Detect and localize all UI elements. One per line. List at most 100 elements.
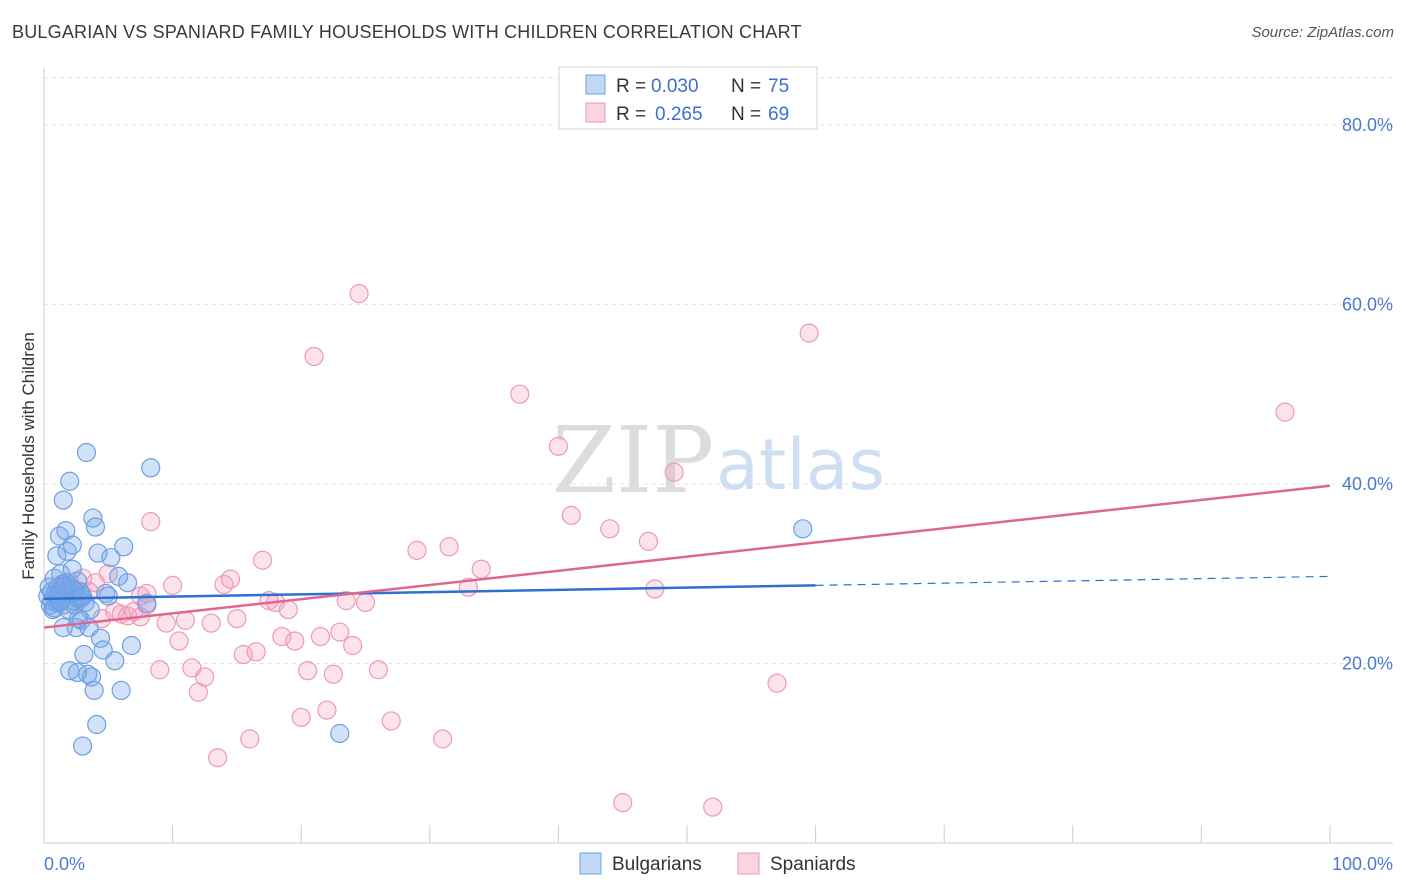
spaniards-points bbox=[53, 284, 1295, 817]
bulgarian-point-47 bbox=[88, 543, 108, 563]
y-tick-labels: 20.0% 40.0% 60.0% 80.0% bbox=[1342, 115, 1393, 674]
bulgarian-point-45 bbox=[85, 517, 106, 537]
spaniard-point-35 bbox=[272, 626, 292, 647]
axes bbox=[43, 68, 1393, 844]
bulgarian-point-53 bbox=[105, 651, 125, 671]
bulgarian-point-64 bbox=[67, 662, 88, 683]
bulgarian-point-46 bbox=[87, 714, 107, 735]
bulgarian-point-30 bbox=[56, 521, 76, 541]
y-tick-label-40: 40.0% bbox=[1342, 474, 1393, 494]
spaniard-point-46 bbox=[343, 635, 363, 656]
spaniard-point-24 bbox=[201, 613, 221, 633]
spaniard-point-16 bbox=[150, 660, 170, 680]
stats-legend: R = 0.030 N = 75 R = 0.265 N = 69 bbox=[558, 66, 818, 130]
spaniard-point-44 bbox=[330, 622, 350, 642]
bulgarian-point-55 bbox=[111, 680, 131, 701]
spaniard-point-27 bbox=[220, 569, 241, 589]
bulgarian-point-31 bbox=[57, 541, 77, 561]
spaniard-point-19 bbox=[169, 631, 189, 651]
bulgarian-point-48 bbox=[90, 628, 111, 648]
bulgarians-points bbox=[38, 442, 813, 756]
spaniard-point-45 bbox=[336, 591, 356, 611]
y-tick-label-60: 60.0% bbox=[1342, 294, 1393, 314]
spaniard-point-30 bbox=[240, 729, 260, 749]
bulgarian-point-37 bbox=[74, 644, 94, 665]
x-tick-label-max: 100.0% bbox=[1332, 854, 1393, 874]
spaniard-point-64 bbox=[703, 797, 723, 817]
bulgarian-point-63 bbox=[60, 661, 80, 681]
spaniard-point-65 bbox=[767, 673, 787, 693]
spaniard-point-20 bbox=[175, 610, 196, 630]
bulgarian-point-44 bbox=[84, 680, 104, 701]
legend-r-value-bulgarians: 0.030 bbox=[651, 76, 699, 97]
chart-source: Source: ZipAtlas.com bbox=[1251, 24, 1394, 41]
spaniard-point-66 bbox=[799, 323, 819, 343]
trend-lines bbox=[43, 484, 1331, 629]
bulgarian-point-33 bbox=[62, 535, 82, 555]
watermark-zip: ZIP bbox=[552, 407, 714, 514]
spaniard-point-50 bbox=[381, 711, 401, 731]
bulgarian-point-66 bbox=[53, 617, 73, 638]
bulgarian-point-61 bbox=[330, 723, 350, 744]
y-tick-label-80: 80.0% bbox=[1342, 115, 1393, 135]
spaniard-point-59 bbox=[600, 519, 620, 539]
legend-r-label-spaniards: R = bbox=[616, 104, 646, 125]
legend-n-label-spaniards: N = bbox=[731, 104, 761, 125]
bulgarian-point-57 bbox=[117, 573, 138, 593]
spaniard-point-36 bbox=[278, 600, 298, 620]
bulgarians-trend-extension bbox=[815, 575, 1331, 586]
spaniard-point-17 bbox=[156, 613, 176, 633]
bulgarian-point-18 bbox=[62, 559, 82, 579]
grid-lines bbox=[44, 77, 1393, 664]
watermark-atlas: atlas bbox=[716, 424, 885, 506]
spaniard-point-31 bbox=[246, 642, 266, 662]
x-tick-labels: 0.0% 100.0% bbox=[44, 854, 1393, 874]
spaniard-point-52 bbox=[433, 729, 453, 749]
spaniard-point-68 bbox=[141, 512, 161, 532]
bulgarian-point-52 bbox=[101, 547, 121, 568]
bulgarian-point-62 bbox=[793, 519, 813, 539]
bottom-legend-swatch-bulgarians bbox=[579, 852, 602, 875]
bulgarian-point-60 bbox=[141, 458, 161, 478]
spaniard-point-42 bbox=[317, 700, 337, 720]
spaniard-point-47 bbox=[349, 284, 369, 304]
bottom-legend-label-bulgarians: Bulgarians bbox=[612, 854, 702, 875]
spaniard-point-32 bbox=[253, 550, 273, 570]
spaniard-point-25 bbox=[208, 748, 228, 768]
bulgarian-point-32 bbox=[60, 471, 80, 491]
spaniard-point-39 bbox=[298, 661, 318, 681]
spaniard-point-53 bbox=[439, 537, 459, 557]
spaniard-point-18 bbox=[163, 575, 183, 595]
spaniard-point-57 bbox=[548, 436, 569, 456]
spaniard-point-60 bbox=[613, 793, 633, 813]
spaniard-point-40 bbox=[304, 346, 324, 367]
bulgarian-point-51 bbox=[98, 586, 118, 606]
y-tick-label-20: 20.0% bbox=[1342, 653, 1393, 673]
spaniard-point-67 bbox=[1275, 402, 1295, 422]
bulgarian-point-29 bbox=[53, 490, 73, 510]
bulgarian-point-71 bbox=[51, 591, 71, 612]
spaniard-point-56 bbox=[510, 384, 530, 404]
bulgarian-point-65 bbox=[72, 736, 93, 756]
spaniard-point-28 bbox=[227, 608, 247, 629]
spaniard-point-26 bbox=[214, 574, 234, 595]
spaniard-point-63 bbox=[664, 462, 684, 482]
legend-box bbox=[558, 66, 818, 130]
spaniard-point-58 bbox=[561, 505, 581, 525]
bulgarian-point-59 bbox=[137, 593, 157, 613]
spaniard-point-23 bbox=[195, 667, 215, 687]
watermark: ZIP atlas bbox=[552, 407, 885, 514]
legend-n-value-spaniards: 69 bbox=[768, 104, 789, 125]
bulgarian-point-56 bbox=[114, 537, 134, 557]
series-legend: Bulgarians Spaniards bbox=[579, 852, 856, 875]
y-axis-label: Family Households with Children bbox=[19, 332, 38, 580]
legend-r-value-spaniards: 0.265 bbox=[655, 104, 703, 125]
legend-swatch-bulgarians bbox=[585, 74, 606, 95]
legend-r-label-bulgarians: R = bbox=[616, 76, 646, 97]
bottom-legend-label-spaniards: Spaniards bbox=[770, 854, 856, 875]
spaniard-point-51 bbox=[407, 540, 427, 560]
spaniards-trend-line bbox=[43, 484, 1331, 629]
bottom-legend-swatch-spaniards bbox=[737, 852, 760, 875]
spaniard-point-37 bbox=[285, 631, 305, 651]
